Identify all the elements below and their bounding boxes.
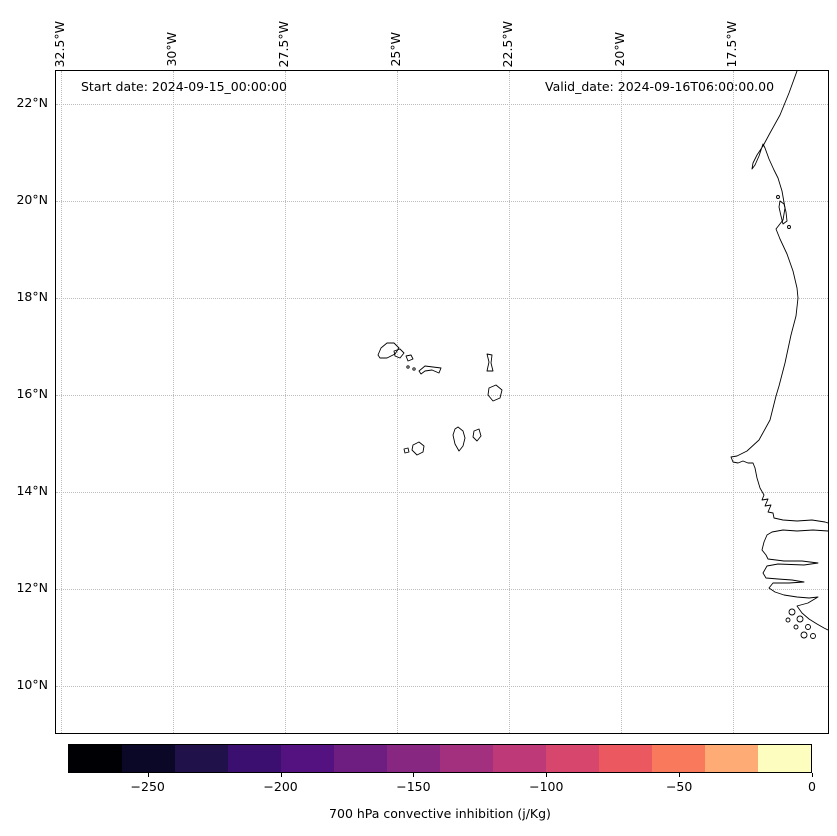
- x-tick-label: 32.5°W: [51, 20, 67, 67]
- map-plot-area: Start date: 2024-09-15_00:00:00 Valid_da…: [55, 70, 829, 734]
- colorbar-tick-label: −150: [396, 779, 431, 794]
- island-santiago: [452, 426, 466, 452]
- colorbar-tick-label: −50: [665, 779, 693, 794]
- island-bijagos-5: [800, 631, 808, 639]
- colorbar-tick-mark: [679, 773, 681, 777]
- x-tick-label: 22.5°W: [499, 20, 515, 67]
- colorbar-segment-4: [281, 745, 334, 772]
- islet-arguin-2: [787, 225, 791, 229]
- colorbar-tick-label: −250: [130, 779, 165, 794]
- valid-date-annotation: Valid_date: 2024-09-16T06:00:00.00: [545, 79, 775, 94]
- y-tick-label: 14°N: [16, 483, 48, 498]
- colorbar-label: 700 hPa convective inhibition (j/Kg): [329, 806, 551, 821]
- island-brava: [403, 447, 410, 454]
- colorbar-segment-11: [652, 745, 705, 772]
- island-maio: [472, 428, 482, 442]
- colorbar-tick-mark: [812, 773, 813, 777]
- islet-branco: [406, 365, 410, 369]
- colorbar-segment-2: [175, 745, 228, 772]
- colorbar-tick-label: 0: [808, 779, 816, 794]
- island-boa-vista: [487, 384, 503, 402]
- y-tick-label: 10°N: [16, 677, 48, 692]
- coastline-africa-south: [761, 529, 828, 631]
- gridline-vertical: [620, 71, 622, 733]
- gridline-horizontal: [56, 492, 828, 493]
- y-tick-label: 18°N: [16, 289, 48, 304]
- x-tick-label: 25°W: [387, 32, 403, 67]
- island-tidra: [778, 200, 788, 225]
- colorbar-segment-5: [334, 745, 387, 772]
- y-tick-label: 12°N: [16, 580, 48, 595]
- gridline-horizontal: [56, 298, 828, 299]
- island-bijagos-3: [805, 624, 811, 630]
- colorbar-segment-7: [440, 745, 493, 772]
- start-date-annotation: Start date: 2024-09-15_00:00:00: [81, 79, 287, 94]
- colorbar-segment-6: [387, 745, 440, 772]
- gridline-horizontal: [56, 395, 828, 396]
- x-tick-label: 20°W: [611, 32, 627, 67]
- island-sal: [486, 353, 494, 372]
- island-bijagos-6: [810, 633, 816, 639]
- coastline-africa-north: [730, 71, 828, 524]
- colorbar-tick-mark: [413, 773, 415, 777]
- island-fogo: [411, 441, 425, 456]
- colorbar-tick-label: −200: [263, 779, 298, 794]
- y-tick-label: 22°N: [16, 95, 48, 110]
- gridline-horizontal: [56, 201, 828, 202]
- island-bijagos-1: [788, 608, 796, 616]
- island-sao-nicolau: [418, 365, 442, 375]
- y-tick-label: 20°N: [16, 192, 48, 207]
- gridline-vertical: [284, 71, 286, 733]
- colorbar-segment-12: [705, 745, 758, 772]
- gridline-horizontal: [56, 104, 828, 105]
- gridline-horizontal: [56, 686, 828, 687]
- gridline-vertical: [732, 71, 734, 733]
- islet-arguin-1: [776, 195, 780, 199]
- colorbar-tick-mark: [546, 773, 548, 777]
- colorbar-segment-1: [122, 745, 175, 772]
- x-tick-label: 30°W: [163, 32, 179, 67]
- island-santo-antao: [377, 342, 400, 359]
- island-bijagos-2: [796, 615, 804, 623]
- gridline-vertical: [508, 71, 510, 733]
- colorbar-segment-10: [599, 745, 652, 772]
- x-tick-label: 27.5°W: [275, 20, 291, 67]
- colorbar: [68, 744, 812, 773]
- colorbar-tick-mark: [280, 773, 282, 777]
- island-sao-vicente: [393, 348, 405, 359]
- island-bijagos-4: [793, 624, 799, 630]
- gridline-vertical: [396, 71, 398, 733]
- gridline-vertical: [60, 71, 62, 733]
- colorbar-segment-3: [228, 745, 281, 772]
- colorbar-tick-label: −100: [529, 779, 564, 794]
- colorbar-segment-9: [546, 745, 599, 772]
- colorbar-segment-8: [493, 745, 546, 772]
- gridline-vertical: [172, 71, 174, 733]
- island-santa-luzia: [405, 354, 414, 362]
- colorbar-tick-mark: [147, 773, 149, 777]
- y-tick-label: 16°N: [16, 386, 48, 401]
- x-tick-label: 17.5°W: [723, 20, 739, 67]
- island-bijagos-7: [785, 617, 791, 623]
- coastline-layer: [377, 71, 828, 639]
- colorbar-segment-13: [758, 745, 811, 772]
- colorbar-segment-0: [69, 745, 122, 772]
- gridline-horizontal: [56, 589, 828, 590]
- islet-raso: [412, 367, 416, 371]
